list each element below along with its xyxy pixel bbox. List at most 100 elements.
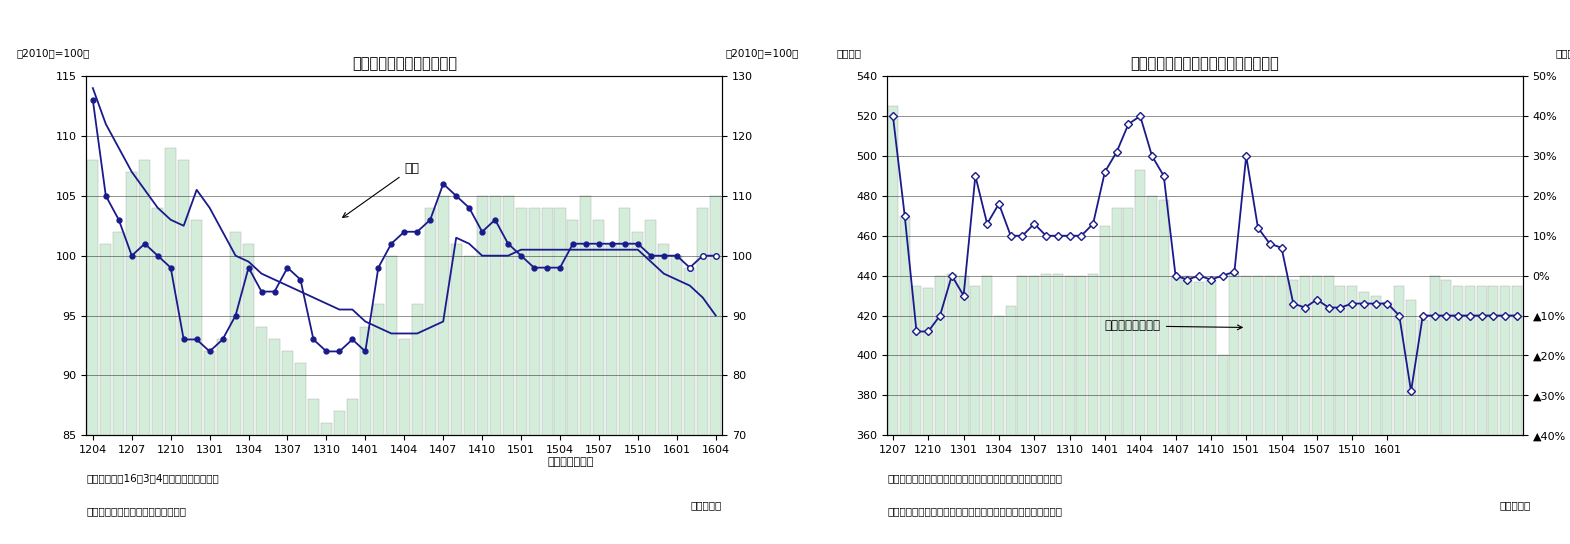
- Bar: [1041, 274, 1050, 544]
- Bar: [283, 351, 294, 544]
- Bar: [1289, 280, 1298, 544]
- Bar: [947, 274, 956, 544]
- Bar: [1300, 276, 1309, 544]
- Bar: [372, 304, 383, 544]
- Bar: [152, 208, 163, 544]
- Bar: [1195, 282, 1204, 544]
- Bar: [1253, 276, 1262, 544]
- Bar: [231, 232, 242, 544]
- Bar: [192, 220, 203, 544]
- Title: 新車販売台数（含む軽乗用車）の推移: 新車販売台数（含む軽乗用車）の推移: [1130, 56, 1280, 71]
- Bar: [1088, 274, 1097, 544]
- Bar: [606, 244, 617, 544]
- Text: 前年比（右目盛）: 前年比（右目盛）: [1105, 319, 1242, 332]
- Bar: [1371, 295, 1380, 544]
- Bar: [1430, 276, 1440, 544]
- Bar: [1394, 286, 1404, 544]
- Bar: [425, 208, 436, 544]
- Text: （万台）: （万台）: [837, 48, 862, 58]
- Bar: [268, 339, 279, 544]
- Bar: [1053, 274, 1063, 544]
- Text: （年・月）: （年・月）: [1499, 500, 1531, 511]
- Bar: [204, 351, 215, 544]
- Bar: [1501, 286, 1510, 544]
- Bar: [88, 160, 99, 544]
- Bar: [970, 286, 980, 544]
- Bar: [529, 208, 540, 544]
- Bar: [1218, 355, 1228, 544]
- Bar: [619, 208, 631, 544]
- Bar: [1407, 300, 1416, 544]
- Bar: [936, 276, 945, 544]
- Bar: [243, 244, 254, 544]
- Title: 輸送機械の生産、在庫動向: 輸送機械の生産、在庫動向: [352, 56, 457, 71]
- Bar: [1112, 208, 1121, 544]
- Bar: [581, 196, 592, 544]
- Bar: [889, 106, 898, 544]
- Bar: [1360, 292, 1369, 544]
- Bar: [645, 220, 656, 544]
- Bar: [1512, 286, 1521, 544]
- Text: （2010年=100）: （2010年=100）: [16, 48, 89, 58]
- Bar: [1336, 286, 1345, 544]
- Bar: [1206, 280, 1215, 544]
- Bar: [411, 304, 422, 544]
- Bar: [1441, 280, 1451, 544]
- Bar: [477, 196, 488, 544]
- Bar: [320, 423, 331, 544]
- Bar: [923, 288, 933, 544]
- Text: （前年比）: （前年比）: [1556, 48, 1570, 58]
- Bar: [1077, 276, 1086, 544]
- Text: 生産: 生産: [342, 162, 419, 218]
- Bar: [633, 232, 644, 544]
- Bar: [1347, 286, 1356, 544]
- Bar: [1148, 196, 1157, 544]
- Bar: [113, 232, 124, 544]
- Bar: [1324, 276, 1333, 544]
- Text: （注）季節調整済・年率換算値（季節調整は当研究所による）: （注）季節調整済・年率換算値（季節調整は当研究所による）: [887, 473, 1061, 484]
- Bar: [347, 399, 358, 544]
- Bar: [685, 268, 696, 544]
- Bar: [1017, 276, 1027, 544]
- Bar: [1242, 276, 1251, 544]
- Bar: [100, 244, 111, 544]
- Bar: [1135, 170, 1145, 544]
- Bar: [912, 286, 922, 544]
- Bar: [554, 208, 565, 544]
- Text: （年・月）: （年・月）: [691, 500, 722, 511]
- Bar: [438, 196, 449, 544]
- Bar: [1488, 286, 1498, 544]
- Bar: [567, 220, 578, 544]
- Bar: [1229, 274, 1239, 544]
- Bar: [515, 208, 526, 544]
- Bar: [295, 363, 306, 544]
- Bar: [1265, 276, 1275, 544]
- Bar: [1030, 276, 1039, 544]
- Bar: [1064, 276, 1074, 544]
- Bar: [177, 160, 190, 544]
- Bar: [1006, 306, 1016, 544]
- Bar: [140, 160, 151, 544]
- Bar: [1101, 226, 1110, 544]
- Bar: [710, 196, 721, 544]
- Bar: [1313, 276, 1322, 544]
- Bar: [672, 256, 683, 544]
- Bar: [502, 196, 513, 544]
- Bar: [994, 316, 1003, 544]
- Bar: [256, 327, 267, 544]
- Bar: [308, 399, 319, 544]
- Bar: [463, 256, 474, 544]
- Bar: [1383, 301, 1393, 544]
- Bar: [983, 276, 992, 544]
- Bar: [1124, 208, 1134, 544]
- Bar: [697, 208, 708, 544]
- Bar: [959, 276, 969, 544]
- Bar: [1182, 276, 1192, 544]
- Text: （資料）日本自動車販売協会連合会、全国軽自動車協会連合会: （資料）日本自動車販売協会連合会、全国軽自動車協会連合会: [887, 506, 1061, 516]
- Bar: [399, 339, 410, 544]
- Bar: [1159, 200, 1168, 544]
- Bar: [217, 339, 228, 544]
- Bar: [1276, 276, 1286, 544]
- Bar: [1454, 286, 1463, 544]
- Bar: [360, 327, 371, 544]
